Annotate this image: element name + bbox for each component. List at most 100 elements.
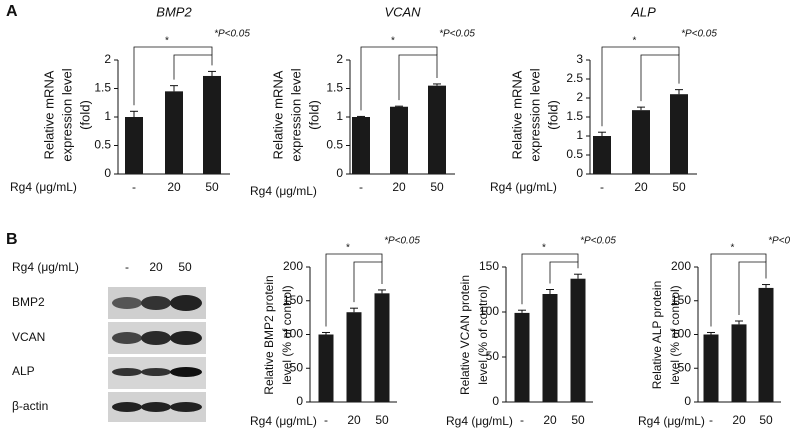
- y-axis-label: expression level: [288, 68, 303, 161]
- y-tick-label: 0.5: [566, 147, 583, 161]
- x-axis-label: Rg4 (μg/mL): [638, 414, 705, 428]
- bar: [318, 334, 334, 402]
- y-tick-label: 0: [684, 394, 691, 408]
- x-tick-label: -: [709, 413, 713, 427]
- x-tick-label: 50: [205, 180, 219, 194]
- y-axis-label: Relative ALP protein: [650, 281, 664, 390]
- x-tick-label: 20: [167, 180, 181, 194]
- blot-row-label: β-actin: [12, 399, 48, 413]
- y-tick-label: 1: [576, 128, 583, 142]
- bar: [703, 334, 719, 402]
- chart-title: BMP2: [156, 4, 192, 19]
- error-bar: [707, 331, 715, 335]
- y-axis-label: (fold): [306, 100, 321, 130]
- x-tick-label: -: [520, 413, 524, 427]
- x-tick-label: 20: [347, 413, 361, 427]
- x-tick-label: -: [600, 180, 604, 194]
- y-tick-label: 50: [678, 360, 692, 374]
- blot-row-label: VCAN: [12, 330, 45, 344]
- significance-label: *P<0.05: [384, 236, 420, 247]
- significance-label: *P<0.05: [580, 236, 616, 247]
- bar: [165, 91, 183, 174]
- y-tick-label: 0: [336, 166, 343, 180]
- error-bar: [637, 106, 645, 111]
- significance-bracket: [325, 253, 383, 327]
- y-axis-label: level (% of control): [476, 285, 490, 384]
- chart-title: VCAN: [384, 4, 421, 19]
- significance-label: *P<0.05: [214, 29, 250, 40]
- x-tick-label: 20: [732, 413, 746, 427]
- error-bar: [395, 105, 403, 107]
- blot-lane-label: 50: [178, 260, 192, 274]
- bar: [670, 94, 688, 174]
- significance-bracket: [353, 261, 383, 303]
- significance-bracket: [710, 253, 767, 327]
- y-tick-label: 100: [671, 327, 691, 341]
- blot-strips: [108, 287, 206, 422]
- y-tick-label: 0.5: [326, 138, 343, 152]
- significance-bracket: [173, 54, 213, 80]
- y-tick-label: 1.5: [566, 109, 583, 123]
- y-tick-label: 1: [336, 109, 343, 123]
- bar: [731, 324, 747, 402]
- bar: [542, 294, 558, 402]
- y-axis-label: (fold): [545, 100, 560, 130]
- y-tick-label: 2: [336, 52, 343, 66]
- error-bar: [518, 309, 526, 313]
- x-tick-label: -: [132, 180, 136, 194]
- significance-label: *: [346, 243, 350, 254]
- significance-label: *P<0.05: [681, 29, 717, 40]
- blot-row-label: BMP2: [12, 295, 45, 309]
- x-tick-label: 50: [759, 413, 773, 427]
- y-tick-label: 150: [671, 293, 691, 307]
- y-tick-label: 100: [283, 327, 303, 341]
- bar: [428, 85, 446, 174]
- y-axis-label: Relative mRNA: [509, 70, 524, 159]
- x-axis-label: Rg4 (μg/mL): [250, 184, 317, 198]
- y-tick-label: 1.5: [94, 81, 111, 95]
- error-bar: [433, 83, 441, 86]
- bar: [593, 136, 611, 174]
- x-tick-label: 50: [430, 180, 444, 194]
- x-axis-label: Rg4 (μg/mL): [250, 414, 317, 428]
- x-tick-label: 50: [672, 180, 686, 194]
- y-axis-label: (fold): [77, 100, 92, 130]
- error-bar: [735, 320, 743, 325]
- y-axis-label: level (% of control): [668, 285, 682, 384]
- significance-bracket: [133, 46, 213, 106]
- error-bar: [762, 284, 770, 288]
- y-tick-label: 2: [104, 52, 111, 66]
- y-tick-label: 2: [576, 90, 583, 104]
- error-bar: [322, 331, 330, 335]
- significance-label: *: [165, 36, 169, 47]
- western-blot: Rg4 (μg/mL) - 20 50 BMP2 VCAN ALP β-acti…: [12, 260, 206, 422]
- significance-bracket: [360, 46, 438, 111]
- x-tick-label: 20: [392, 180, 406, 194]
- x-axis-label: Rg4 (μg/mL): [446, 414, 513, 428]
- bar: [374, 293, 390, 402]
- error-bar: [675, 89, 683, 95]
- error-bar: [350, 307, 358, 313]
- y-tick-label: 100: [479, 304, 499, 318]
- y-axis-label: expression level: [527, 68, 542, 161]
- x-tick-label: 50: [375, 413, 389, 427]
- bar: [632, 110, 650, 174]
- y-tick-label: 0: [104, 166, 111, 180]
- significance-bracket: [738, 261, 767, 315]
- y-axis-label: Relative VCAN protein: [458, 275, 472, 395]
- x-tick-label: -: [324, 413, 328, 427]
- y-tick-label: 0.5: [94, 138, 111, 152]
- significance-bracket: [398, 54, 438, 101]
- bar: [758, 287, 774, 402]
- x-tick-label: 20: [634, 180, 648, 194]
- error-bar: [170, 85, 178, 92]
- y-tick-label: 3: [576, 52, 583, 66]
- y-tick-label: 1: [104, 109, 111, 123]
- y-tick-label: 2.5: [566, 71, 583, 85]
- significance-label: *: [542, 243, 546, 254]
- bar: [346, 312, 362, 402]
- significance-label: *P<0.05: [768, 236, 790, 247]
- y-axis-label: expression level: [59, 68, 74, 161]
- x-tick-label: -: [359, 180, 363, 194]
